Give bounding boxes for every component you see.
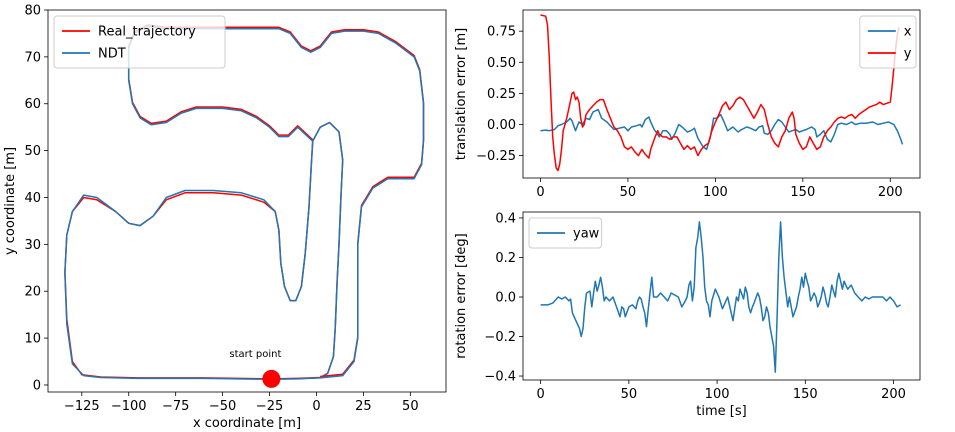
- y-tick-label: 0.25: [487, 87, 516, 102]
- y-axis-label: y coordinate [m]: [3, 147, 18, 255]
- plot-area: [540, 14, 904, 172]
- chart-panel-2: 0 50 100 150 200 −0.25 0.00 0.25 0.50 0.75 transla…: [454, 9, 921, 200]
- x-tick-label: 0: [536, 185, 544, 200]
- plot-frame: [47, 9, 447, 393]
- y-tick-label: −0.25: [476, 149, 516, 164]
- series-line-y: [540, 14, 900, 172]
- y-axis-label: rotation error [deg]: [454, 233, 469, 358]
- y-tick-label: 40: [24, 191, 41, 206]
- y-tick-label: 0.2: [495, 251, 516, 266]
- y-tick-label: 30: [24, 238, 41, 253]
- y-tick-label: −0.2: [484, 330, 516, 345]
- start-point-marker: [262, 369, 281, 388]
- x-tick-label: 100: [705, 387, 730, 402]
- x-tick-label: 0: [312, 399, 320, 414]
- x-tick-label: 150: [790, 185, 815, 200]
- x-tick-label: −100: [111, 399, 147, 414]
- y-tick-label: 0.00: [487, 118, 516, 133]
- y-tick-label: 70: [24, 50, 41, 65]
- y-tick-label: 50: [24, 144, 41, 159]
- plot-frame: [522, 9, 921, 179]
- x-axis-label: time [s]: [696, 404, 746, 419]
- x-tick-label: 25: [355, 399, 372, 414]
- x-axis-label: x coordinate [m]: [193, 416, 301, 431]
- legend-label: Real_trajectory: [98, 25, 196, 40]
- legend-label: x: [904, 25, 912, 40]
- y-tick-label: 20: [24, 285, 41, 300]
- x-tick-label: −75: [162, 399, 189, 414]
- y-tick-label: 80: [24, 4, 41, 19]
- y-tick-label: 0.0: [495, 290, 516, 305]
- x-tick-label: −25: [256, 399, 283, 414]
- x-tick-label: 200: [881, 387, 906, 402]
- x-tick-label: 150: [793, 387, 818, 402]
- y-tick-label: 0.75: [487, 25, 516, 40]
- series-line-ndt: [64, 121, 344, 381]
- y-tick-label: 60: [24, 97, 41, 112]
- legend-box: [859, 15, 917, 69]
- plot-area: [540, 221, 901, 373]
- x-tick-label: −125: [64, 399, 100, 414]
- legend-label: y: [904, 47, 912, 62]
- plot-area: [64, 24, 425, 381]
- chart-panel-1: −125 −100 −75 −50 −25 0 25 50 0 10 20 30 40 50 60 70 80 s…: [3, 4, 447, 431]
- chart-panel-3: 0 50 100 150 200 −0.4 −0.2 0.0 0.2 0.4 time [s] rot…: [454, 211, 921, 419]
- y-tick-label: 0: [33, 378, 41, 393]
- plot-frame: [522, 211, 921, 381]
- start-point-label: start point: [229, 349, 281, 360]
- series-line-real-trajectory-outer: [127, 24, 425, 378]
- legend: xy: [859, 15, 917, 69]
- x-tick-label: 0: [537, 387, 545, 402]
- x-tick-label: 200: [878, 185, 903, 200]
- legend-label: NDT: [98, 47, 126, 62]
- legend: yaw: [528, 217, 603, 249]
- y-axis-label: translation error [m]: [454, 28, 469, 160]
- legend-label: yaw: [573, 227, 600, 242]
- x-tick-label: −50: [209, 399, 236, 414]
- y-tick-label: 0.50: [487, 56, 516, 71]
- series-line-real-trajectory: [64, 121, 344, 380]
- legend: Real_trajectory NDT: [53, 15, 226, 69]
- x-tick-label: 50: [402, 399, 419, 414]
- y-tick-label: 0.4: [495, 211, 516, 226]
- series-line-ndt-outer: [127, 25, 425, 379]
- x-tick-label: 50: [621, 387, 638, 402]
- y-tick-label: −0.4: [484, 370, 516, 385]
- legend-box: [528, 217, 603, 249]
- series-line-yaw: [540, 221, 901, 373]
- x-tick-label: 100: [703, 185, 728, 200]
- legend-box: [53, 15, 226, 69]
- x-tick-label: 50: [620, 185, 637, 200]
- y-tick-label: 10: [24, 332, 41, 347]
